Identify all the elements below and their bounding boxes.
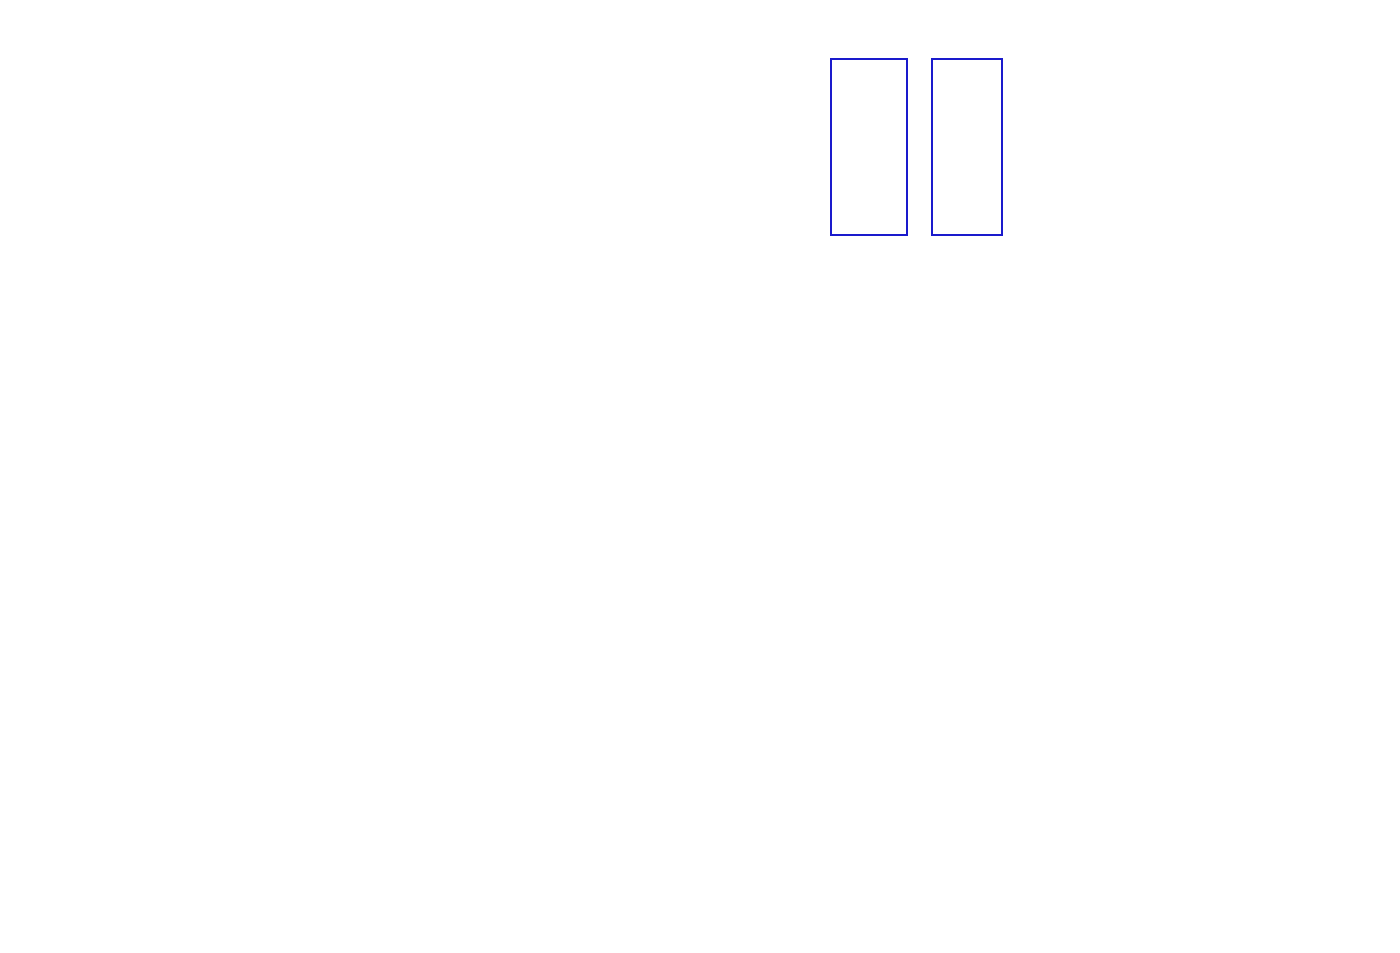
clean-image bbox=[931, 58, 1003, 236]
line-fit-chart bbox=[1038, 44, 1338, 232]
with-sky-image bbox=[830, 58, 908, 236]
full-spectrum-chart bbox=[56, 272, 1348, 444]
photz-pdf-chart bbox=[932, 740, 1337, 900]
timestamp-version bbox=[1319, 5, 1334, 20]
spec2d-panel bbox=[440, 26, 820, 266]
